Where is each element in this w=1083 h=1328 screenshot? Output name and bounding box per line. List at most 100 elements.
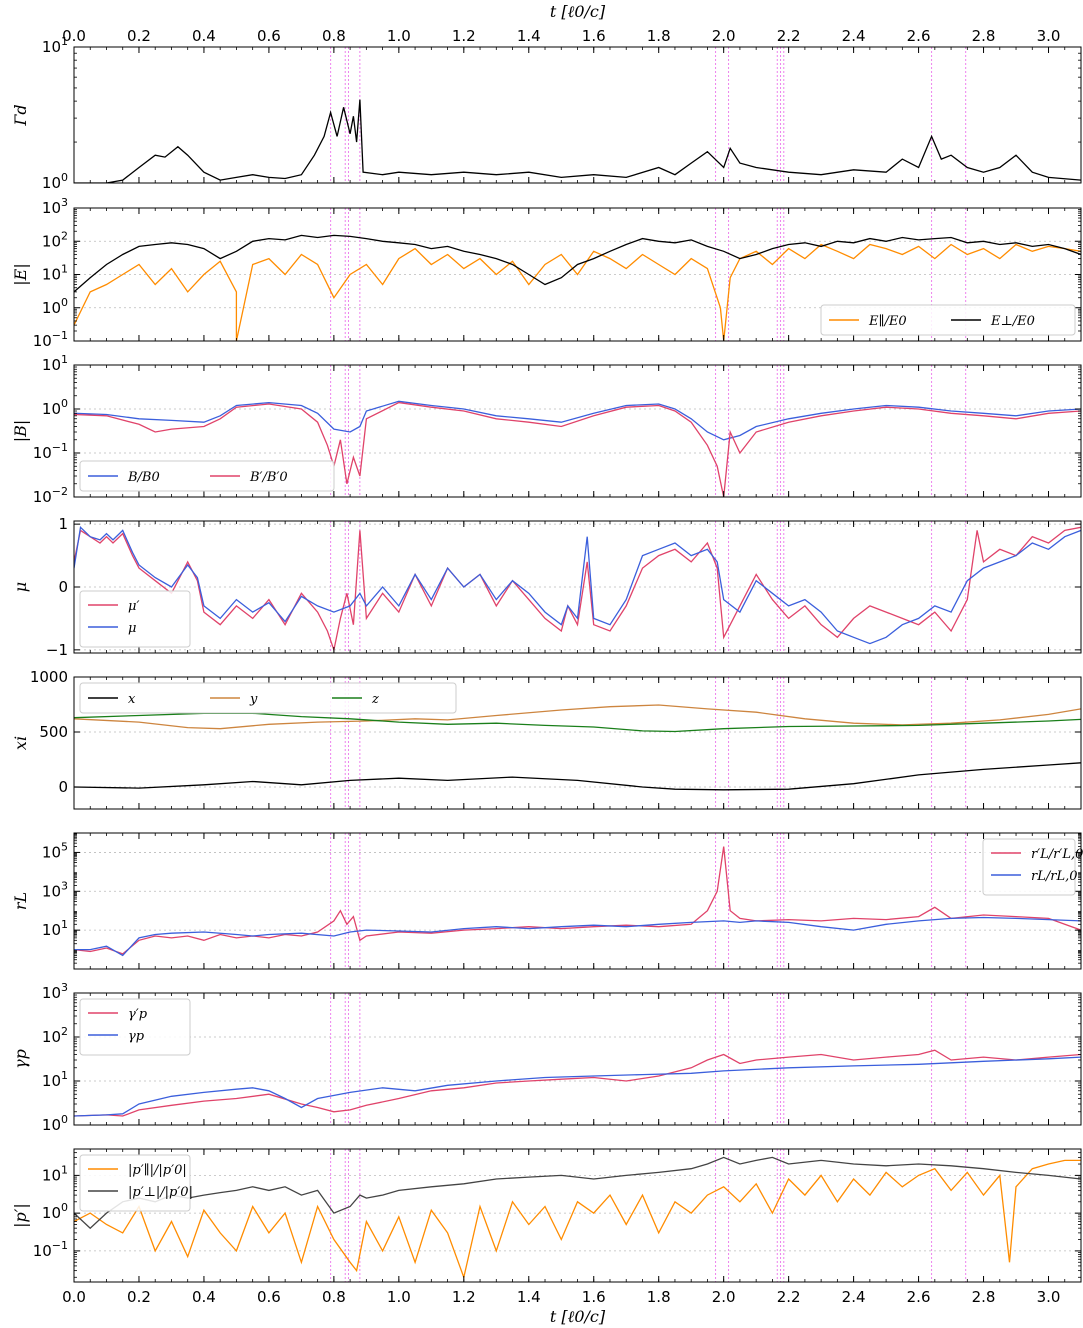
x-axis-label-top: t [ℓ0/c] xyxy=(550,2,606,21)
series-line-BB0-0 xyxy=(74,400,1081,441)
series-line-p-0 xyxy=(74,1049,1081,1117)
legend: |p′∥|/|p′0| |p′⊥|/|p′0| xyxy=(79,1154,193,1212)
y-tick-label: 10−2 xyxy=(33,485,68,506)
y-tick-label: 100 xyxy=(42,1201,68,1222)
y-tick-label: 102 xyxy=(42,1025,68,1046)
event-markers xyxy=(330,365,967,497)
y-tick-label: 1 xyxy=(58,515,68,533)
gridlines xyxy=(74,852,1081,931)
event-markers xyxy=(330,833,967,969)
series-line-main-0 xyxy=(74,99,1081,183)
series-line-EE0-1 xyxy=(74,234,1081,293)
series-line--1 xyxy=(74,525,1081,645)
x-axis-label-bottom: t [ℓ0/c] xyxy=(550,1307,606,1326)
panel-6: 101 103 105 rL r′L/r′L,0 rL/rL,0 xyxy=(11,832,1083,970)
y-tick-label: 100 xyxy=(42,171,68,192)
y-axis-label: γp xyxy=(11,1049,30,1069)
event-markers xyxy=(330,1149,967,1282)
x-tick-label-top: 0.6 xyxy=(257,27,281,45)
x-tick-label-top: 0.4 xyxy=(192,27,216,45)
x-tick-label-top: 0.2 xyxy=(127,27,151,45)
legend: γ′p γp xyxy=(79,998,191,1056)
legend-label: γp xyxy=(128,1029,145,1044)
legend-label: B′/B′0 xyxy=(249,470,288,485)
panel-8: 10−1 100 101 |p′| |p′∥|/|p′0| |p′⊥|/|p′0| xyxy=(11,1148,1082,1283)
x-tick-label-bottom: 2.8 xyxy=(972,1288,996,1306)
axes-frame xyxy=(73,46,1082,184)
y-axis-label: |B| xyxy=(11,420,30,443)
series-line-y-1 xyxy=(74,704,1081,730)
y-tick-label: 103 xyxy=(42,981,68,1002)
x-tick-label-top: 3.0 xyxy=(1037,27,1061,45)
legend: r′L/r′L,0 rL/rL,0 xyxy=(982,838,1083,896)
x-tick-label-top: 1.0 xyxy=(387,27,411,45)
y-tick-label: −1 xyxy=(46,641,68,659)
x-tick-label-bottom: 2.0 xyxy=(712,1288,736,1306)
legend-label: |p′⊥|/|p′0| xyxy=(128,1185,193,1200)
series-line-BB0-1 xyxy=(74,401,1081,497)
panel-3: 10−2 10−1 100 101 |B| B/B0 B′/B′0 xyxy=(11,353,1082,506)
series-line-rLrL0-0 xyxy=(74,846,1081,955)
x-tick-label-bottom: 0.4 xyxy=(192,1288,216,1306)
gridlines xyxy=(74,731,1081,788)
y-tick-label: 101 xyxy=(42,353,68,374)
x-tick-label-bottom: 2.6 xyxy=(907,1288,931,1306)
axes-frame xyxy=(73,992,1082,1126)
legend-label: y xyxy=(249,692,258,707)
event-markers xyxy=(330,47,967,183)
panel-7: 100 101 102 103 γp γ′p γp xyxy=(11,981,1082,1134)
series-line-pp0-0 xyxy=(74,1159,1081,1280)
x-tick-label-bottom: 1.4 xyxy=(517,1288,541,1306)
series-line--0 xyxy=(74,526,1081,653)
x-tick-label-bottom: 2.4 xyxy=(842,1288,866,1306)
y-tick-label: 1000 xyxy=(30,668,68,686)
panel-4: −1 0 1 μ μ′ μ xyxy=(11,515,1082,659)
series-line-z-2 xyxy=(74,712,1081,733)
legend-label: r′L/r′L,0 xyxy=(1031,847,1083,862)
y-tick-label: 101 xyxy=(42,1069,68,1090)
series-line-EE0-0 xyxy=(74,243,1081,341)
y-axis-label: |p′| xyxy=(11,1203,30,1228)
series-line-x-0 xyxy=(74,762,1081,791)
y-axis-label: μ xyxy=(11,582,30,592)
x-tick-label-bottom: 0.2 xyxy=(127,1288,151,1306)
gridlines xyxy=(74,1174,1081,1252)
y-tick-label: 103 xyxy=(42,879,68,900)
y-tick-label: 100 xyxy=(42,1113,68,1134)
x-tick-label-bottom: 1.6 xyxy=(582,1288,606,1306)
legend-label: rL/rL,0 xyxy=(1031,869,1077,884)
legend-label: x xyxy=(128,692,136,707)
x-tick-label-bottom: 1.2 xyxy=(452,1288,476,1306)
y-tick-label: 101 xyxy=(42,918,68,939)
x-tick-label-bottom: 0.0 xyxy=(62,1288,86,1306)
y-tick-label: 0 xyxy=(58,578,68,596)
x-tick-label-top: 1.2 xyxy=(452,27,476,45)
y-tick-label: 100 xyxy=(42,397,68,418)
legend-label: B/B0 xyxy=(127,470,160,485)
x-tick-label-top: 0.8 xyxy=(322,27,346,45)
legend-label: |p′∥|/|p′0| xyxy=(128,1163,187,1178)
legend-label: z xyxy=(371,692,379,707)
event-markers xyxy=(330,993,967,1125)
y-tick-label: 10−1 xyxy=(33,329,68,350)
y-tick-label: 10−1 xyxy=(33,1239,68,1260)
y-tick-label: 101 xyxy=(42,263,68,284)
x-tick-label-top: 0.0 xyxy=(62,27,86,45)
x-tick-label-bottom: 2.2 xyxy=(777,1288,801,1306)
x-tick-label-top: 1.4 xyxy=(517,27,541,45)
legend-label: γ′p xyxy=(128,1007,148,1022)
series-line-p-1 xyxy=(74,1056,1081,1117)
x-tick-label-top: 2.2 xyxy=(777,27,801,45)
panel-5: 0 500 1000 xi x y z xyxy=(11,668,1082,810)
series-line-pp0-1 xyxy=(74,1156,1081,1230)
y-axis-label: Γd xyxy=(11,104,30,126)
gridlines xyxy=(74,1036,1081,1082)
gridlines xyxy=(74,523,1081,651)
event-markers xyxy=(330,521,967,653)
series-line-rLrL0-1 xyxy=(74,916,1081,957)
legend-label: E⊥/E0 xyxy=(990,314,1035,329)
legend: μ′ μ xyxy=(79,590,191,648)
y-tick-label: 0 xyxy=(58,778,68,796)
y-axis-label: |E| xyxy=(11,263,30,285)
legend: B/B0 B′/B′0 xyxy=(79,460,335,492)
